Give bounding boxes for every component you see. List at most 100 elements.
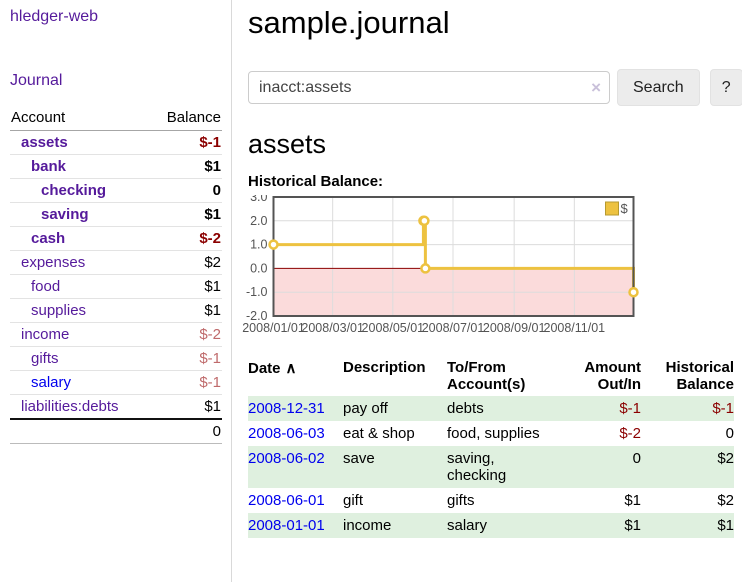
account-link[interactable]: expenses [21, 254, 86, 271]
account-row: food $1 [10, 274, 222, 299]
transaction-amount: $1 [624, 517, 641, 534]
account-link[interactable]: cash [31, 230, 66, 247]
accounts-table-body: assets $-1 bank $1 checking 0 saving $1 … [10, 131, 222, 419]
account-link[interactable]: checking [41, 182, 107, 199]
legend-label: $ [621, 201, 629, 216]
x-tick-label: 2008/03/01 [301, 321, 364, 335]
account-row: liabilities:debts $1 [10, 394, 222, 419]
chart-svg: $3.0 2.0 1.0 0.0 -1.0 -2.02008/01/012008/03/0… [242, 190, 639, 335]
transaction-balance: $2 [717, 492, 734, 509]
transaction-description: pay off [343, 400, 388, 417]
search-input[interactable] [248, 71, 610, 104]
y-tick-label: 3.0 [250, 195, 267, 204]
y-tick-label: 0.0 [250, 261, 267, 275]
transaction-amount: $-2 [619, 425, 641, 442]
account-balance: $1 [150, 298, 222, 323]
data-point-marker [628, 286, 639, 298]
transaction-date-link[interactable]: 2008-06-03 [248, 425, 325, 442]
account-balance: $2 [150, 250, 222, 275]
data-point-marker [268, 239, 279, 250]
account-link[interactable]: income [21, 326, 70, 343]
transaction-date-link[interactable]: 2008-12-31 [248, 400, 325, 417]
account-balance: $1 [150, 202, 222, 227]
accounts-total-row: 0 [10, 418, 222, 444]
account-row: cash $-2 [10, 226, 222, 251]
account-row: supplies $1 [10, 298, 222, 323]
clear-search-icon[interactable]: × [591, 78, 601, 97]
transaction-accounts: saving, checking [447, 450, 507, 484]
transaction-description: gift [343, 492, 364, 509]
account-link[interactable]: gifts [31, 350, 59, 367]
register-header-date[interactable]: Date ∧ [248, 356, 343, 396]
data-point-marker [419, 215, 430, 227]
transaction-balance: $1 [717, 517, 734, 534]
account-balance: 0 [150, 178, 222, 203]
x-tick-label: 2008/07/01 [422, 321, 485, 335]
spacer [10, 418, 151, 444]
register-header-accounts: To/From Account(s) [447, 359, 526, 393]
transaction-date-link[interactable]: 2008-06-02 [248, 450, 325, 467]
chart-title: Historical Balance: [248, 173, 384, 190]
register-header-amount: Amount Out/In [584, 359, 641, 393]
account-balance: $1 [150, 274, 222, 299]
account-balance: $1 [150, 154, 222, 179]
transaction-date-link[interactable]: 2008-06-01 [248, 492, 325, 509]
account-balance: $-1 [150, 346, 222, 371]
account-link[interactable]: liabilities:debts [21, 398, 119, 415]
account-row: salary $-1 [10, 370, 222, 395]
account-link[interactable]: salary [31, 374, 72, 391]
account-row: gifts $-1 [10, 346, 222, 371]
account-row: bank $1 [10, 154, 222, 179]
transaction-amount: 0 [632, 450, 641, 467]
x-tick-label: 2008/05/01 [362, 321, 425, 335]
transaction-accounts: food, supplies [447, 425, 540, 442]
transaction-accounts: salary [447, 517, 488, 534]
transaction-description: save [343, 450, 375, 467]
accounts-total-balance: 0 [150, 418, 222, 444]
x-tick-label: 2008/09/01 [483, 321, 546, 335]
transaction-row: 2008-06-03 eat & shop food, supplies $-2… [248, 421, 734, 446]
account-row: checking 0 [10, 178, 222, 203]
transaction-balance: $2 [717, 450, 734, 467]
search-help-button[interactable]: ? [709, 69, 742, 106]
account-link[interactable]: supplies [31, 302, 87, 319]
register-table-body: 2008-12-31 pay off debts $-1 $-1 2008-06… [248, 396, 734, 538]
sidebar: hledger-web Journal Account Balance asse… [0, 0, 232, 582]
transaction-date-link[interactable]: 2008-01-01 [248, 517, 325, 534]
data-point-marker [420, 263, 431, 274]
account-row: income $-2 [10, 322, 222, 347]
register-header-row: Date ∧ Description To/From Account(s) Amo… [248, 356, 734, 396]
x-tick-label: 2008/11/01 [544, 321, 606, 335]
account-balance: $-1 [199, 134, 221, 151]
account-row: assets $-1 [10, 131, 222, 155]
register-header-balance: Historical Balance [665, 359, 734, 393]
plot-border [272, 196, 635, 317]
account-link[interactable]: assets [21, 134, 68, 151]
account-link[interactable]: saving [41, 206, 89, 223]
register-header-description: Description [343, 359, 426, 376]
account-heading: assets [248, 129, 327, 159]
main-content: sample.journal × Search ? assets Histori… [242, 0, 742, 582]
y-tick-label: 2.0 [250, 214, 267, 228]
account-balance: $-2 [150, 322, 222, 347]
page-title: sample.journal [248, 5, 450, 40]
transaction-row: 2008-06-01 gift gifts $1 $2 [248, 488, 734, 513]
sidebar-item-journal[interactable]: Journal [10, 72, 63, 89]
account-link[interactable]: food [31, 278, 61, 295]
sort-ascending-icon: ∧ [285, 360, 297, 377]
account-row: saving $1 [10, 202, 222, 227]
transaction-description: eat & shop [343, 425, 415, 442]
transaction-accounts: debts [447, 400, 484, 417]
brand-link[interactable]: hledger-web [10, 8, 99, 25]
accounts-header-account: Account [10, 106, 151, 131]
y-tick-label: 1.0 [250, 238, 267, 252]
account-balance: $1 [150, 394, 222, 419]
legend-swatch [605, 201, 619, 216]
transaction-amount: $1 [624, 492, 641, 509]
account-link[interactable]: bank [31, 158, 67, 175]
search-form: × Search ? [248, 69, 742, 106]
search-button[interactable]: Search [617, 69, 700, 106]
transaction-accounts: gifts [447, 492, 475, 509]
transaction-amount: $-1 [619, 400, 641, 417]
date-header-label: Date [248, 360, 281, 377]
